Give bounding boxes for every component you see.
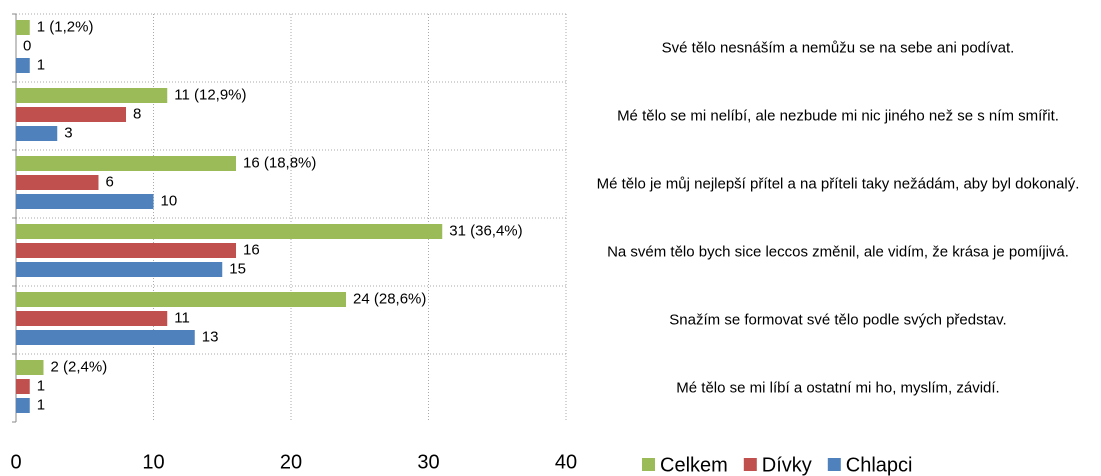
data-label: 31 (36,4%) [449,222,522,239]
bar [16,292,346,307]
category-label: Mé tělo je můj nejlepší přítel a na přít… [596,175,1080,193]
data-label: 10 [161,192,178,209]
data-label: 15 [229,260,246,277]
category-label: Na svém tělo bych sice leccos změnil, al… [607,243,1069,261]
bar [16,58,30,73]
legend-label: Chlapci [846,454,913,476]
data-label: 13 [202,328,219,345]
bar [16,126,58,141]
data-label: 0 [23,37,31,54]
data-label: 3 [64,124,72,141]
category-label: Mé tělo se mi líbí a ostatní mi ho, mysl… [676,379,1000,397]
bar [16,20,30,35]
data-label: 8 [133,105,141,122]
legend-swatch [827,458,841,471]
data-label: 16 [243,241,260,258]
data-label: 24 (28,6%) [353,290,426,307]
bar [16,398,30,413]
x-tick-label: 10 [142,451,164,473]
bar [16,175,99,190]
bar [16,88,168,103]
x-tick-label: 30 [417,451,439,473]
bar [16,224,443,239]
legend-label: Celkem [660,454,728,476]
data-label: 6 [106,173,114,190]
bar [16,194,154,209]
data-label: 16 (18,8%) [243,154,316,171]
x-tick-label: 20 [280,451,302,473]
legend-label: Dívky [762,454,812,476]
bar [16,330,195,345]
x-tick-label: 0 [10,451,21,473]
category-label: Snažím se formovat své tělo podle svých … [669,311,1007,329]
data-label: 11 [174,309,190,326]
data-label: 1 [37,377,45,394]
x-tick-label: 40 [555,451,577,473]
data-label: 1 [37,56,45,73]
data-label: 1 [37,396,45,413]
data-label: 1 (1,2%) [37,18,94,35]
bar [16,311,168,326]
data-label: 11 (12,9%) [174,86,246,103]
data-label: 2 (2,4%) [51,358,108,375]
category-label: Své tělo nesnáším a nemůžu se na sebe an… [661,39,1015,57]
bar [16,107,126,122]
bar [16,243,236,258]
bar [16,156,236,171]
bar [16,379,30,394]
legend-swatch [642,458,655,471]
legend-swatch [743,458,757,471]
bar [16,262,223,277]
category-label: Mé tělo se mi nelíbí, ale nezbude mi nic… [617,107,1059,125]
bar [16,360,44,375]
